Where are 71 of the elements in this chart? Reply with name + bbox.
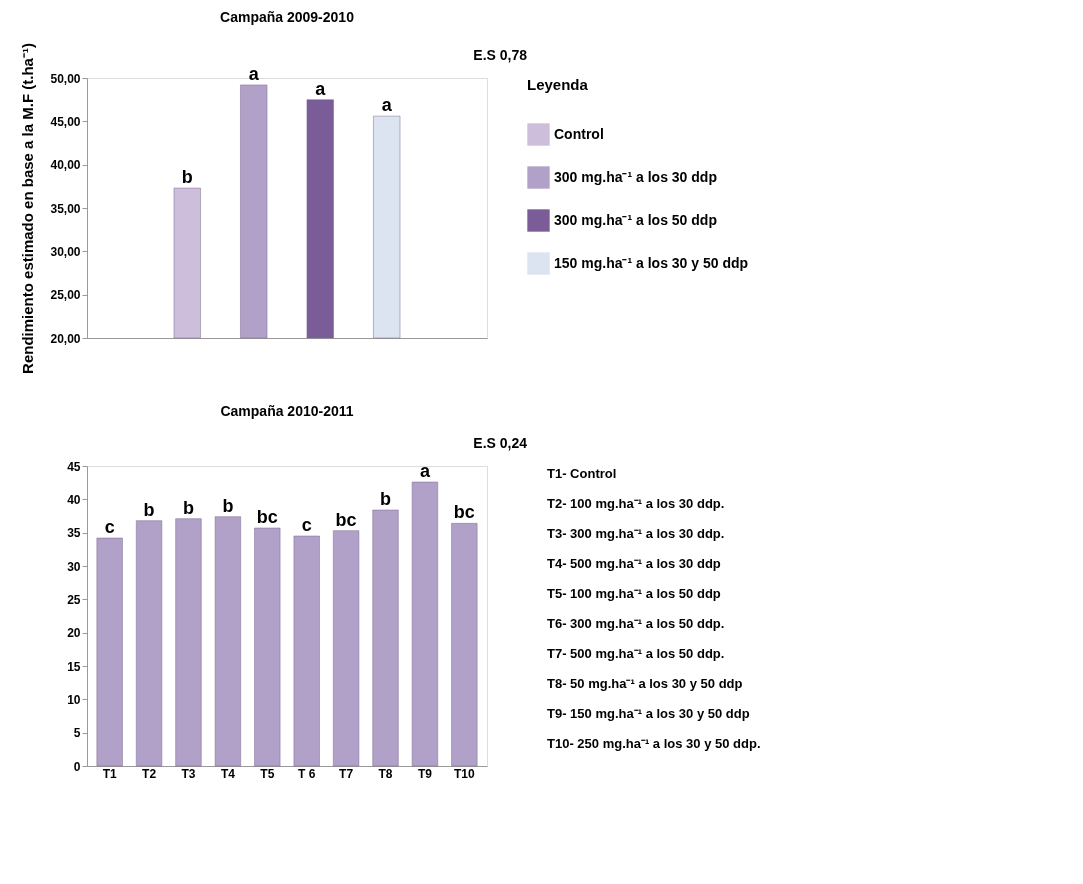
chart-title: Campaña 2010-2011 xyxy=(220,403,354,419)
x-tick-label: T3 xyxy=(181,766,196,781)
data-label: a xyxy=(315,78,327,99)
data-label: a xyxy=(419,461,431,481)
data-label: bc xyxy=(335,509,357,530)
y-tick-label: 25,00 xyxy=(50,288,81,303)
y-tick-label: 15 xyxy=(67,659,81,674)
x-tick-label: T4 xyxy=(220,766,236,781)
text: T6- 300 mg.ha⁻¹ a los 50 ddp. xyxy=(547,616,725,631)
data-label: b xyxy=(181,167,193,188)
y-tick-label: 0 xyxy=(73,759,81,774)
y-axis-title: Rendimiento estimado en base a la M.F (t.ha⁻¹) xyxy=(19,43,37,374)
text: T7- 500 mg.ha⁻¹ a los 50 ddp. xyxy=(547,646,725,661)
bar xyxy=(411,481,438,767)
x-tick-label: T1 xyxy=(102,766,117,781)
y-tick-label: 45,00 xyxy=(50,114,81,129)
bar xyxy=(293,535,320,767)
legend-title: Leyenda xyxy=(527,76,589,93)
x-tick-label: T7 xyxy=(339,766,354,781)
data-label: a xyxy=(248,63,260,84)
data-label: b xyxy=(143,499,155,520)
text: T4- 500 mg.ha⁻¹ a los 30 ddp xyxy=(547,556,721,571)
y-tick-label: 35 xyxy=(67,526,81,541)
bar xyxy=(333,530,360,767)
text: T8- 50 mg.ha⁻¹ a los 30 y 50 ddp xyxy=(547,676,743,691)
text: T5- 100 mg.ha⁻¹ a los 50 ddp xyxy=(547,586,721,601)
text: T2- 100 mg.ha⁻¹ a los 30 ddp. xyxy=(547,496,725,511)
data-label: c xyxy=(301,515,312,535)
y-tick-label: 45 xyxy=(67,459,81,474)
text: E.S 0,78 xyxy=(473,47,528,63)
x-tick-label: T2 xyxy=(142,766,157,781)
y-tick-label: 5 xyxy=(73,726,81,741)
x-tick-label: T9 xyxy=(417,766,433,781)
y-tick-label: 20 xyxy=(67,626,81,641)
bar xyxy=(175,518,202,767)
y-tick-label: 40,00 xyxy=(50,158,81,173)
data-label: c xyxy=(104,517,115,537)
y-tick-label: 20,00 xyxy=(50,331,81,346)
y-tick-label: 40 xyxy=(67,492,81,507)
x-tick-label: T10 xyxy=(454,766,475,781)
data-label: a xyxy=(381,95,393,116)
bar xyxy=(451,523,478,767)
y-tick-label: 30,00 xyxy=(50,244,81,259)
chart-title: Campaña 2009-2010 xyxy=(220,8,355,25)
bar xyxy=(136,520,163,767)
legend-label: 300 mg.ha⁻¹ a los 50 ddp xyxy=(554,211,717,228)
x-tick-label: T5 xyxy=(260,766,275,781)
x-tick-label: T 6 xyxy=(298,766,316,781)
x-tick-label: T8 xyxy=(378,766,393,781)
y-tick-label: 25 xyxy=(67,592,81,607)
y-tick-label: 30 xyxy=(67,559,81,574)
bar xyxy=(372,509,399,767)
data-label: b xyxy=(182,497,194,518)
data-label: bc xyxy=(256,507,278,527)
data-label: b xyxy=(222,495,234,516)
legend-label: Control xyxy=(554,125,604,142)
bar xyxy=(214,516,241,767)
data-label: bc xyxy=(453,502,475,523)
legend-label: 300 mg.ha⁻¹ a los 30 ddp xyxy=(554,168,717,185)
legend-label: 150 mg.ha⁻¹ a los 30 y 50 ddp xyxy=(554,254,749,271)
y-tick-label: 35,00 xyxy=(50,201,81,216)
bar xyxy=(254,527,281,767)
bar xyxy=(96,537,123,767)
y-tick-label: 10 xyxy=(67,692,81,707)
text: T10- 250 mg.ha⁻¹ a los 30 y 50 ddp. xyxy=(547,736,761,751)
y-tick-label: 50,00 xyxy=(50,71,81,86)
data-label: b xyxy=(380,489,392,509)
text: E.S 0,24 xyxy=(473,435,528,451)
text: T3- 300 mg.ha⁻¹ a los 30 ddp. xyxy=(547,526,725,541)
text: T1- Control xyxy=(547,466,617,481)
text: T9- 150 mg.ha⁻¹ a los 30 y 50 ddp xyxy=(547,706,750,721)
